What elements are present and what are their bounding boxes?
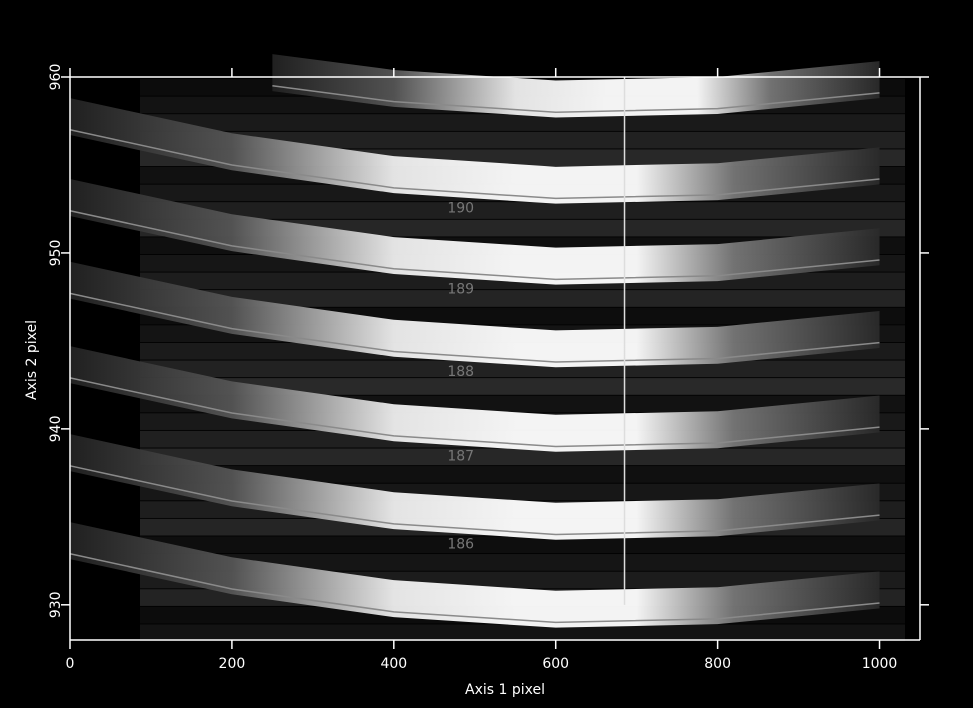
bright-band	[70, 261, 880, 368]
x-tick-label: 1000	[862, 656, 898, 672]
bright-band	[70, 522, 880, 628]
image-row	[140, 290, 905, 307]
trace-line	[272, 85, 880, 113]
image-row	[140, 202, 905, 219]
image-row	[140, 624, 905, 642]
trace-line	[69, 553, 880, 624]
trace-label: 187	[447, 448, 474, 464]
image-row	[140, 360, 905, 378]
image-row	[140, 114, 905, 131]
image-row	[140, 131, 905, 149]
bright-band	[70, 98, 880, 204]
y-tick-label: 960	[48, 64, 64, 91]
trace-label: 190	[447, 200, 474, 216]
y-tick-label: 930	[48, 591, 64, 618]
trace-label: 189	[447, 281, 474, 297]
image-row	[140, 554, 905, 571]
bright-band	[70, 179, 880, 285]
bright-band	[70, 346, 880, 452]
image-row	[140, 448, 905, 466]
trace-line	[69, 129, 880, 200]
bright-band	[70, 434, 880, 540]
image-row	[140, 536, 905, 554]
x-tick-label: 800	[704, 656, 731, 672]
y-tick-label: 940	[48, 416, 64, 443]
x-tick-label: 200	[219, 656, 246, 672]
trace-line	[69, 292, 880, 363]
trace-label: 188	[447, 364, 474, 380]
y-axis-label: Axis 2 pixel	[24, 320, 40, 400]
bright-band	[272, 54, 880, 118]
image-row	[140, 466, 905, 483]
x-tick-label: 600	[542, 656, 569, 672]
y-tick-label: 950	[48, 240, 64, 267]
x-tick-label: 0	[66, 656, 75, 672]
trace-line	[69, 465, 880, 536]
x-tick-label: 400	[380, 656, 407, 672]
trace-line	[69, 377, 880, 448]
trace-line	[69, 209, 880, 281]
image-row	[140, 378, 905, 395]
x-axis-label: Axis 1 pixel	[465, 682, 545, 698]
trace-label: 186	[447, 536, 474, 552]
